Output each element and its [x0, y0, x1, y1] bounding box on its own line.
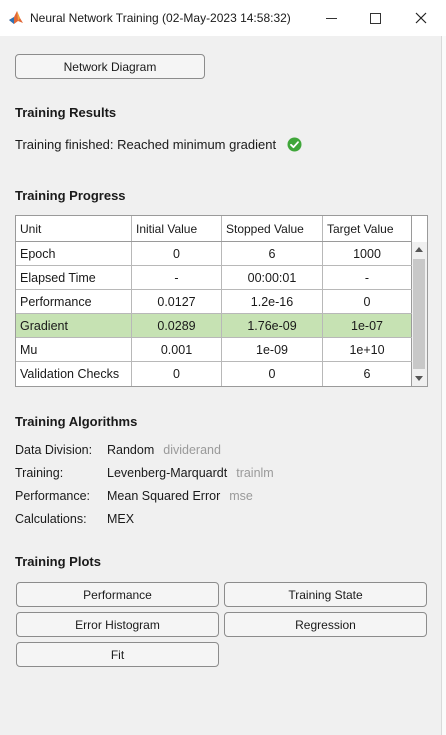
table-row-performance: Performance 0.0127 1.2e-16 0	[16, 290, 412, 314]
row-initial: 0	[132, 362, 222, 386]
error-histogram-plot-button[interactable]: Error Histogram	[16, 612, 219, 637]
training-progress-heading: Training Progress	[15, 188, 126, 203]
row-target: -	[323, 266, 412, 289]
fit-plot-button[interactable]: Fit	[16, 642, 219, 667]
window-title: Neural Network Training (02-May-2023 14:…	[30, 11, 291, 25]
algo-function: trainlm	[236, 466, 274, 480]
minimize-button[interactable]	[308, 0, 354, 36]
table-scrollbar[interactable]	[412, 242, 427, 386]
close-button[interactable]	[398, 0, 444, 36]
training-results-heading: Training Results	[15, 105, 117, 120]
matlab-logo-icon	[9, 11, 23, 24]
row-target: 0	[323, 290, 412, 313]
row-target: 1e-07	[323, 314, 412, 337]
algo-value-performance: Mean Squared Error mse	[107, 489, 253, 503]
column-header-initial: Initial Value	[132, 216, 222, 241]
title-bar: Neural Network Training (02-May-2023 14:…	[0, 0, 446, 36]
training-algorithms-heading: Training Algorithms	[15, 414, 138, 429]
minimize-icon	[325, 17, 337, 19]
algo-label-calculations: Calculations:	[15, 512, 87, 526]
row-stopped: 1e-09	[222, 338, 323, 361]
column-header-target: Target Value	[323, 216, 412, 241]
row-stopped: 1.76e-09	[222, 314, 323, 337]
row-unit: Epoch	[16, 242, 132, 265]
training-plots-heading: Training Plots	[15, 554, 101, 569]
performance-plot-button[interactable]: Performance	[16, 582, 219, 607]
training-status-text: Training finished: Reached minimum gradi…	[15, 137, 277, 152]
maximize-button[interactable]	[352, 0, 398, 36]
algo-function: dividerand	[163, 443, 221, 457]
algo-method: Random	[107, 443, 155, 457]
row-initial: -	[132, 266, 222, 289]
network-diagram-button[interactable]: Network Diagram	[15, 54, 205, 79]
algo-method: Levenberg-Marquardt	[107, 466, 228, 480]
algo-value-training: Levenberg-Marquardt trainlm	[107, 466, 274, 480]
row-unit: Gradient	[16, 314, 132, 337]
algo-label-training: Training:	[15, 466, 64, 480]
scroll-up-arrow-icon[interactable]	[415, 247, 423, 252]
row-unit: Mu	[16, 338, 132, 361]
algo-value-calculations: MEX	[107, 512, 134, 526]
row-target: 1000	[323, 242, 412, 265]
check-circle-icon	[287, 137, 302, 152]
row-stopped: 00:00:01	[222, 266, 323, 289]
table-row-gradient: Gradient 0.0289 1.76e-09 1e-07	[16, 314, 412, 338]
algo-label-data-division: Data Division:	[15, 443, 93, 457]
scroll-down-arrow-icon[interactable]	[415, 376, 423, 381]
scroll-thumb[interactable]	[413, 259, 425, 369]
algo-method: Mean Squared Error	[107, 489, 221, 503]
column-header-stopped: Stopped Value	[222, 216, 323, 241]
row-target: 6	[323, 362, 412, 386]
close-icon	[415, 12, 427, 24]
algo-label-performance: Performance:	[15, 489, 91, 503]
table-row-elapsed-time: Elapsed Time - 00:00:01 -	[16, 266, 412, 290]
column-header-unit: Unit	[16, 216, 132, 241]
table-row-validation-checks: Validation Checks 0 0 6	[16, 362, 412, 386]
row-stopped: 1.2e-16	[222, 290, 323, 313]
row-stopped: 0	[222, 362, 323, 386]
table-header-row: Unit Initial Value Stopped Value Target …	[16, 216, 412, 242]
row-initial: 0.0289	[132, 314, 222, 337]
maximize-icon	[369, 12, 381, 24]
table-row-mu: Mu 0.001 1e-09 1e+10	[16, 338, 412, 362]
row-target: 1e+10	[323, 338, 412, 361]
row-stopped: 6	[222, 242, 323, 265]
training-progress-table: Unit Initial Value Stopped Value Target …	[15, 215, 428, 387]
row-unit: Elapsed Time	[16, 266, 132, 289]
window-edge	[441, 36, 446, 735]
row-unit: Performance	[16, 290, 132, 313]
row-initial: 0.001	[132, 338, 222, 361]
algo-method: MEX	[107, 512, 135, 526]
row-unit: Validation Checks	[16, 362, 132, 386]
row-initial: 0	[132, 242, 222, 265]
table-row-epoch: Epoch 0 6 1000	[16, 242, 412, 266]
algo-value-data-division: Random dividerand	[107, 443, 221, 457]
row-initial: 0.0127	[132, 290, 222, 313]
algo-function: mse	[229, 489, 253, 503]
training-state-plot-button[interactable]: Training State	[224, 582, 427, 607]
regression-plot-button[interactable]: Regression	[224, 612, 427, 637]
